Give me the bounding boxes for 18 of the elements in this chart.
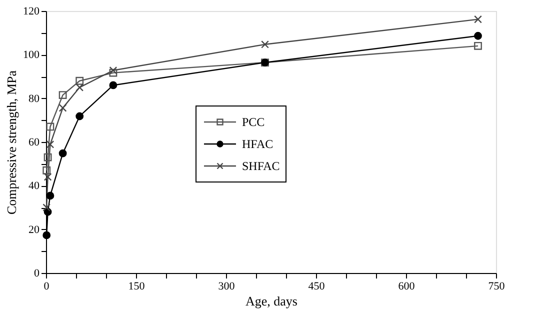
legend-label: PCC: [242, 115, 265, 129]
x-tick-label: 750: [488, 280, 506, 292]
y-tick-label: 20: [28, 224, 40, 236]
x-axis-title: Age, days: [246, 294, 298, 308]
x-tick-label: 450: [308, 280, 326, 292]
x-tick-label: 600: [398, 280, 416, 292]
y-tick-label: 100: [23, 49, 40, 62]
x-tick-label: 150: [128, 280, 146, 292]
y-tick-label: 60: [28, 136, 40, 148]
legend-label: HFAC: [242, 137, 274, 151]
y-tick-label: 120: [23, 6, 40, 18]
legend-label: SHFAC: [242, 159, 280, 173]
y-axis-title: Compressive strength, MPa: [4, 70, 19, 215]
y-tick-label: 0: [34, 268, 40, 280]
y-tick-label: 40: [28, 180, 40, 192]
y-tick-label: 80: [28, 92, 40, 105]
x-tick-label: 300: [218, 280, 236, 292]
x-tick-label: 0: [44, 280, 50, 292]
